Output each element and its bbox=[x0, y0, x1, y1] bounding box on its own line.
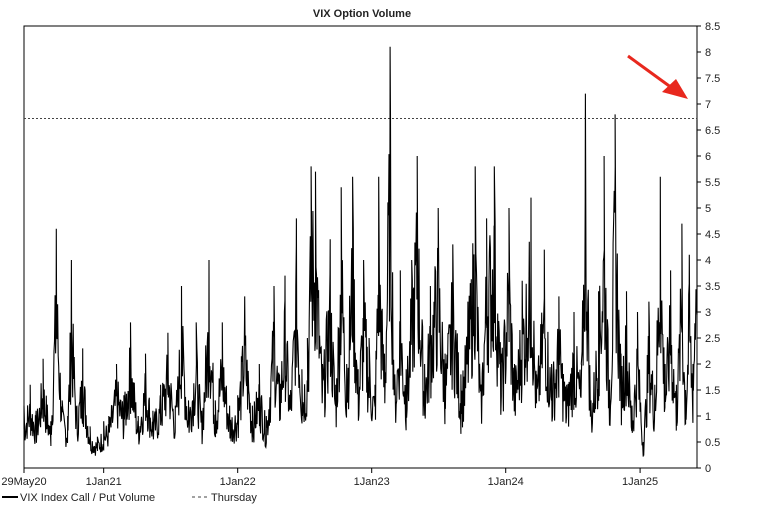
y-tick-label: 2.5 bbox=[705, 333, 720, 345]
x-tick-label: 1Jan21 bbox=[86, 476, 122, 488]
arrow-head bbox=[662, 79, 688, 99]
y-tick-label: 6 bbox=[705, 151, 711, 163]
series-line-call-put-volume bbox=[23, 46, 698, 457]
y-tick-label: 5.5 bbox=[705, 177, 720, 189]
y-tick-label: 1 bbox=[705, 411, 711, 423]
y-tick-label: 3.5 bbox=[705, 281, 720, 293]
x-tick-label: 1Jan23 bbox=[354, 476, 390, 488]
y-tick-label: 7 bbox=[705, 99, 711, 111]
arrow-shaft bbox=[627, 54, 673, 90]
data-layer bbox=[23, 46, 698, 457]
x-tick-label: 1Jan22 bbox=[220, 476, 256, 488]
legend-label-thursday: Thursday bbox=[211, 492, 257, 504]
y-tick-label: 2 bbox=[705, 359, 711, 371]
y-tick-label: 0.5 bbox=[705, 437, 720, 449]
chart-title: VIX Option Volume bbox=[313, 8, 411, 20]
red-arrow-annotation bbox=[627, 54, 688, 99]
y-tick-label: 8 bbox=[705, 47, 711, 59]
legend-label-call-put: VIX Index Call / Put Volume bbox=[20, 492, 155, 504]
x-tick-label: 1Jan25 bbox=[622, 476, 658, 488]
y-tick-label: 8.5 bbox=[705, 21, 720, 33]
y-tick-label: 0 bbox=[705, 463, 711, 475]
y-tick-label: 1.5 bbox=[705, 385, 720, 397]
y-tick-label: 7.5 bbox=[705, 73, 720, 85]
y-tick-label: 6.5 bbox=[705, 125, 720, 137]
y-tick-label: 5 bbox=[705, 203, 711, 215]
x-tick-label: 1Jan24 bbox=[488, 476, 524, 488]
y-tick-label: 4.5 bbox=[705, 229, 720, 241]
x-axis: 29May20 1Jan21 1Jan22 1Jan23 1Jan24 1Jan25 bbox=[1, 468, 658, 488]
y-tick-label: 4 bbox=[705, 255, 711, 267]
y-tick-label: 3 bbox=[705, 307, 711, 319]
y-axis: 0 0.5 1 1.5 2 2.5 3 3.5 4 4.5 5 5.5 6 6.5 7 7.5 8 8.5 bbox=[697, 21, 720, 475]
x-tick-label: 29May20 bbox=[1, 476, 46, 488]
legend: VIX Index Call / Put Volume Thursday bbox=[2, 492, 257, 504]
